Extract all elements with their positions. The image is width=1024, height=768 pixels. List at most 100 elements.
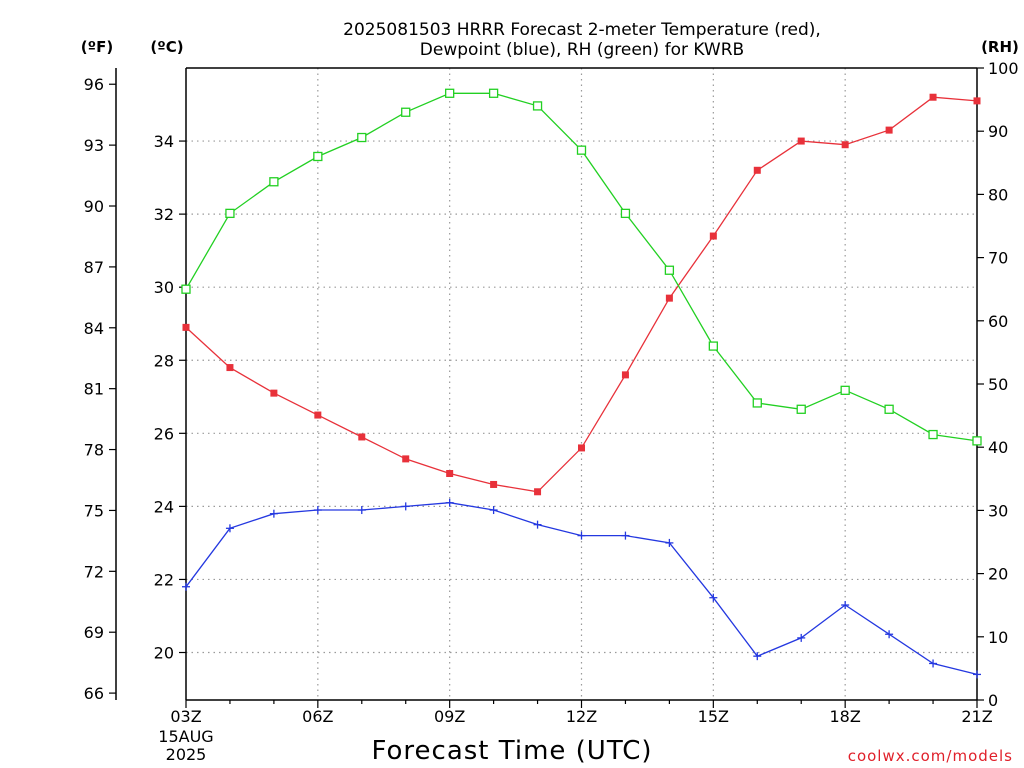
rh-point xyxy=(708,341,718,351)
rh-point xyxy=(401,107,411,117)
dewpoint-point xyxy=(357,506,366,515)
dewpoint-point xyxy=(621,531,630,540)
x-tick-label: 21Z xyxy=(961,707,992,726)
dewpoint-point xyxy=(489,506,498,515)
rh-point xyxy=(225,208,235,219)
celsius-tick-label: 22 xyxy=(154,570,174,589)
celsius-tick-label: 24 xyxy=(154,497,174,516)
celsius-unit-label: (ºC) xyxy=(150,38,183,56)
rh-tick-label: 70 xyxy=(988,249,1008,268)
dewpoint-point xyxy=(929,659,938,668)
rh-tick-label: 80 xyxy=(988,185,1008,204)
temperature-point xyxy=(929,93,937,101)
series-lines xyxy=(181,88,982,679)
celsius-tick-label: 20 xyxy=(154,644,174,663)
rh-point xyxy=(313,151,323,162)
dewpoint-point xyxy=(665,538,674,547)
chart-title-line1: 2025081503 HRRR Forecast 2-meter Tempera… xyxy=(343,20,821,40)
x-tick-label: 09Z xyxy=(434,707,465,726)
dewpoint-point xyxy=(885,630,894,639)
rh-point xyxy=(928,429,938,440)
celsius-tick-label: 26 xyxy=(154,424,174,443)
x-date-label-line2: 2025 xyxy=(166,745,207,764)
rh-tick-label: 90 xyxy=(988,122,1008,141)
fahrenheit-tick-label: 72 xyxy=(84,562,104,581)
rh-point xyxy=(796,404,806,414)
rh-point xyxy=(181,284,191,294)
dewpoint-point xyxy=(401,502,410,511)
fahrenheit-tick-label: 75 xyxy=(84,501,104,520)
rh-point xyxy=(576,145,587,155)
rh-tick-label: 100 xyxy=(988,59,1019,78)
temperature-point xyxy=(578,444,585,452)
temperature-point xyxy=(665,294,673,302)
temperature-point xyxy=(226,364,234,372)
rh-point xyxy=(269,177,279,187)
x-axis-label: Forecast Time (UTC) xyxy=(371,736,652,766)
temperature-point xyxy=(314,411,322,419)
rh-point xyxy=(972,436,982,446)
dewpoint-point xyxy=(709,593,718,602)
rh-point xyxy=(532,101,543,111)
fahrenheit-tick-label: 69 xyxy=(84,623,104,642)
celsius-tick-label: 32 xyxy=(154,205,174,224)
dewpoint-line xyxy=(185,502,978,676)
grid-lines xyxy=(186,68,977,700)
fahrenheit-tick-label: 81 xyxy=(84,380,104,399)
temperature-point xyxy=(402,455,410,463)
dewpoint-point xyxy=(841,601,850,610)
dewpoint-point xyxy=(269,509,278,518)
dewpoint-point xyxy=(797,633,806,642)
dewpoint-point xyxy=(182,582,190,591)
temperature-point xyxy=(490,480,498,488)
axes: 03Z 06Z 09Z 12Z 15Z 18Z 21Z 20 22 24 26 28 30 32 34 66 6… xyxy=(84,59,1019,726)
temperature-point xyxy=(709,232,717,240)
rh-point xyxy=(752,398,762,408)
fahrenheit-tick-label: 66 xyxy=(84,684,104,703)
fahrenheit-tick-label: 93 xyxy=(84,136,104,155)
fahrenheit-tick-label: 90 xyxy=(84,197,104,216)
x-tick-label: 03Z xyxy=(170,707,201,726)
rh-point xyxy=(488,88,499,98)
rh-tick-label: 0 xyxy=(988,691,998,710)
x-tick-label: 15Z xyxy=(698,707,729,726)
rh-tick-label: 60 xyxy=(988,312,1008,331)
temperature-point xyxy=(182,323,190,331)
temperature-point xyxy=(270,389,278,397)
fahrenheit-tick-label: 96 xyxy=(84,75,104,94)
rh-tick-label: 50 xyxy=(988,375,1008,394)
rh-point xyxy=(884,404,894,414)
dewpoint-point xyxy=(577,531,586,540)
temperature-point xyxy=(841,141,849,149)
temperature-point xyxy=(973,97,981,105)
temperature-point xyxy=(534,488,542,496)
celsius-tick-label: 30 xyxy=(154,278,174,297)
rh-tick-label: 10 xyxy=(988,628,1008,647)
dewpoint-point xyxy=(313,506,322,515)
rh-unit-label: (RH) xyxy=(981,38,1019,56)
rh-point xyxy=(664,265,675,275)
dewpoint-point xyxy=(753,652,762,661)
temperature-point xyxy=(621,371,629,379)
rh-point xyxy=(840,385,850,395)
x-tick-label: 18Z xyxy=(830,707,861,726)
chart-title-line2: Dewpoint (blue), RH (green) for KWRB xyxy=(420,40,744,60)
dewpoint-point xyxy=(445,498,454,507)
credit-label: coolwx.com/models xyxy=(848,747,1013,765)
fahrenheit-unit-label: (ºF) xyxy=(81,38,113,56)
x-date-label-line1: 15AUG xyxy=(158,727,213,746)
x-tick-label: 06Z xyxy=(302,707,333,726)
dewpoint-point xyxy=(973,670,981,679)
celsius-tick-label: 34 xyxy=(154,132,174,151)
x-tick-label: 12Z xyxy=(566,707,597,726)
temperature-point xyxy=(885,126,893,134)
rh-tick-label: 40 xyxy=(988,438,1008,457)
rh-tick-label: 30 xyxy=(988,501,1008,520)
fahrenheit-tick-label: 87 xyxy=(84,258,104,277)
temperature-point xyxy=(358,433,366,441)
rh-point xyxy=(445,88,455,98)
rh-tick-label: 20 xyxy=(988,565,1008,584)
dewpoint-point xyxy=(225,524,234,533)
dewpoint-point xyxy=(533,520,542,529)
